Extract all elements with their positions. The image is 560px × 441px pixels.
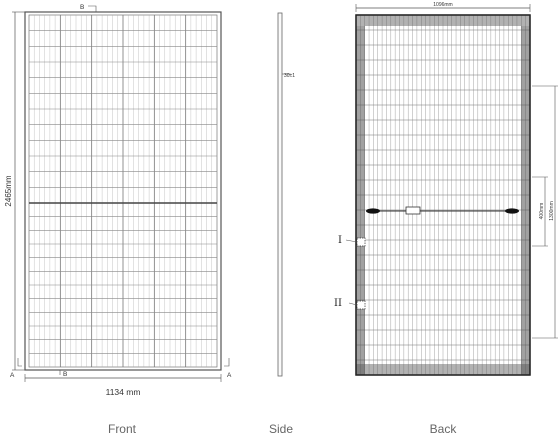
front-cell-grid [29,15,217,367]
front-view [24,11,222,371]
mounting-hole-2 [356,300,366,310]
side-caption: Side [268,422,294,436]
side-frame [277,12,283,377]
back-rail-right [521,26,530,375]
section-a-right: A [227,372,232,379]
section-markers: B B A A [10,4,232,379]
marker-ii-label: II [334,298,342,309]
marker-i-label: I [338,235,342,246]
connector-left-icon [366,208,380,214]
side-thickness-label: 30±1 [284,73,295,79]
back-width-dimension: 1096mm [355,2,531,12]
back-width-label: 1096mm [433,2,452,8]
section-b-bottom: B [63,371,67,378]
dim-400-label: 400mm [539,203,545,220]
connector-right-icon [505,208,519,214]
dim-1300-label: 1300mm [549,201,555,220]
front-caption: Front [107,422,136,436]
section-b-top: B [80,4,84,11]
mounting-hole-1 [356,237,366,247]
side-view: 30±1 [277,12,295,377]
section-a-left: A [10,372,15,379]
back-vertical-dimensions: 400mm 1300mm [532,85,558,339]
back-caption: Back [429,422,457,436]
front-width-label: 1134 mm [106,387,141,397]
front-height-dimension: 2465mm [4,11,25,371]
back-cell-grid [356,15,530,375]
back-bottom-band [356,364,530,375]
back-top-band [356,15,530,26]
front-height-label: 2465mm [4,175,13,206]
back-rail-left [356,26,365,375]
back-frame-edge [355,14,531,376]
back-view: I II [334,14,531,376]
junction-box [405,206,421,215]
front-width-dimension: 1134 mm [24,374,222,397]
